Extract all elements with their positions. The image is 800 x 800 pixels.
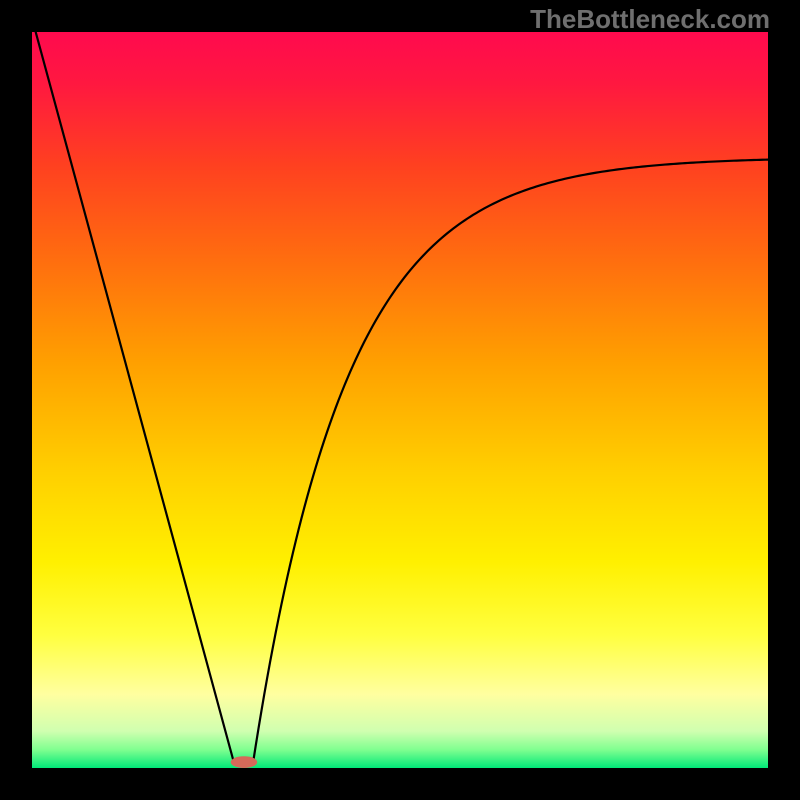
watermark-text: TheBottleneck.com <box>530 4 770 35</box>
plot-area <box>32 32 768 768</box>
chart-container: TheBottleneck.com <box>0 0 800 800</box>
bottleneck-marker <box>231 756 257 768</box>
bottleneck-curve <box>32 32 768 768</box>
